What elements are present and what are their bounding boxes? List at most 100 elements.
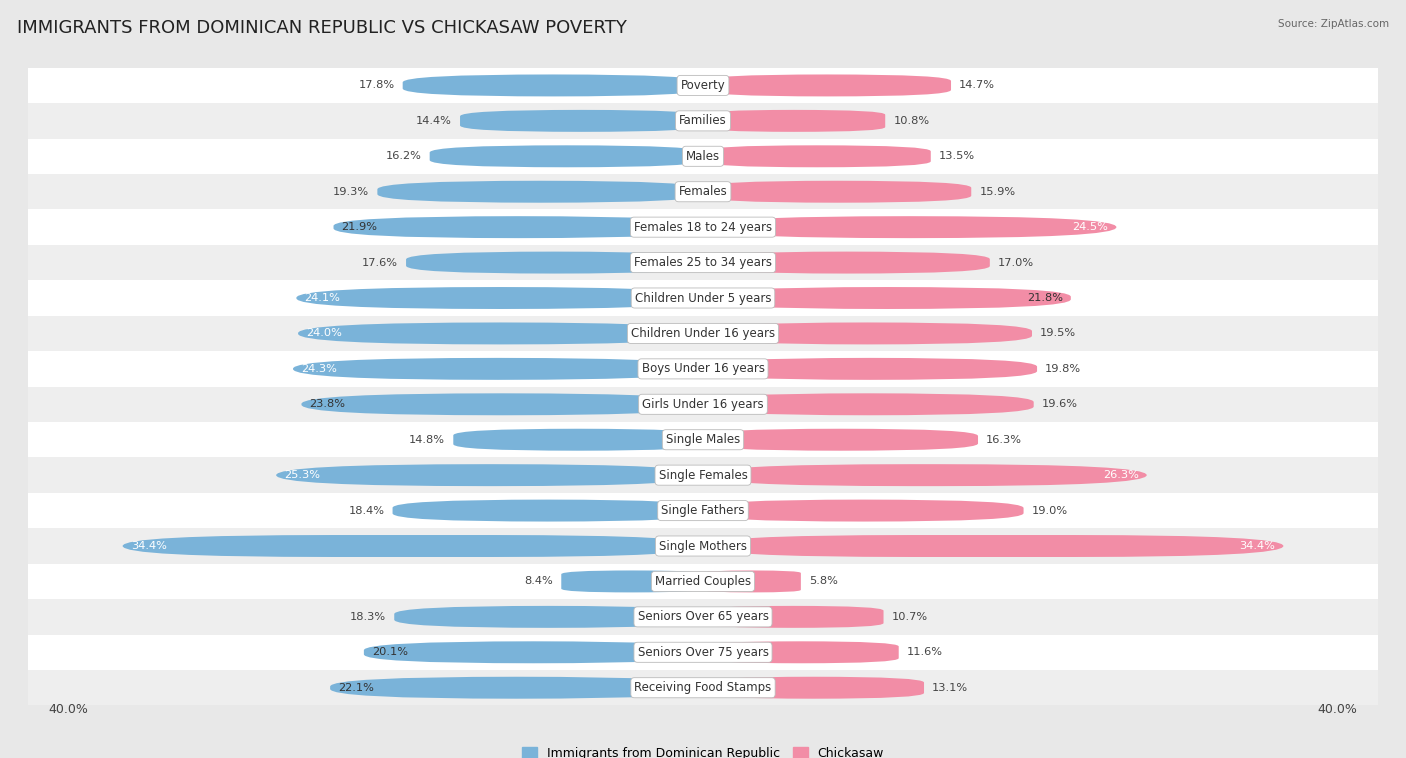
- FancyBboxPatch shape: [703, 571, 801, 593]
- Bar: [28, 670, 1378, 706]
- Text: 13.1%: 13.1%: [932, 683, 969, 693]
- Bar: [28, 493, 1378, 528]
- Text: 26.3%: 26.3%: [1102, 470, 1139, 480]
- FancyBboxPatch shape: [703, 146, 931, 168]
- Text: 16.3%: 16.3%: [986, 435, 1022, 445]
- FancyBboxPatch shape: [377, 180, 703, 202]
- FancyBboxPatch shape: [703, 641, 898, 663]
- Text: Families: Families: [679, 114, 727, 127]
- Text: 14.4%: 14.4%: [416, 116, 451, 126]
- Bar: [28, 316, 1378, 351]
- FancyBboxPatch shape: [276, 464, 703, 486]
- FancyBboxPatch shape: [703, 216, 1116, 238]
- Text: Single Fathers: Single Fathers: [661, 504, 745, 517]
- FancyBboxPatch shape: [297, 287, 703, 309]
- Bar: [28, 67, 1378, 103]
- Text: Females: Females: [679, 185, 727, 199]
- FancyBboxPatch shape: [392, 500, 703, 522]
- Text: 19.3%: 19.3%: [333, 186, 370, 197]
- Text: 18.3%: 18.3%: [350, 612, 387, 622]
- FancyBboxPatch shape: [703, 606, 883, 628]
- FancyBboxPatch shape: [430, 146, 703, 168]
- FancyBboxPatch shape: [333, 216, 703, 238]
- FancyBboxPatch shape: [703, 429, 979, 451]
- Text: 17.6%: 17.6%: [361, 258, 398, 268]
- Text: Males: Males: [686, 150, 720, 163]
- Text: IMMIGRANTS FROM DOMINICAN REPUBLIC VS CHICKASAW POVERTY: IMMIGRANTS FROM DOMINICAN REPUBLIC VS CH…: [17, 19, 627, 37]
- Text: 23.8%: 23.8%: [309, 399, 346, 409]
- Text: 17.8%: 17.8%: [359, 80, 395, 90]
- Bar: [28, 139, 1378, 174]
- Bar: [28, 387, 1378, 422]
- FancyBboxPatch shape: [292, 358, 703, 380]
- Text: Source: ZipAtlas.com: Source: ZipAtlas.com: [1278, 19, 1389, 29]
- Text: 34.4%: 34.4%: [1240, 541, 1275, 551]
- FancyBboxPatch shape: [298, 322, 703, 344]
- Bar: [28, 351, 1378, 387]
- Text: 14.7%: 14.7%: [959, 80, 995, 90]
- Text: 21.9%: 21.9%: [342, 222, 378, 232]
- FancyBboxPatch shape: [460, 110, 703, 132]
- FancyBboxPatch shape: [301, 393, 703, 415]
- Bar: [28, 564, 1378, 599]
- Bar: [28, 422, 1378, 457]
- Bar: [28, 634, 1378, 670]
- FancyBboxPatch shape: [703, 252, 990, 274]
- FancyBboxPatch shape: [703, 464, 1147, 486]
- Text: 10.7%: 10.7%: [891, 612, 928, 622]
- FancyBboxPatch shape: [561, 571, 703, 593]
- Text: Single Females: Single Females: [658, 468, 748, 481]
- Text: 10.8%: 10.8%: [893, 116, 929, 126]
- FancyBboxPatch shape: [453, 429, 703, 451]
- Text: 24.3%: 24.3%: [301, 364, 337, 374]
- Text: Married Couples: Married Couples: [655, 575, 751, 588]
- FancyBboxPatch shape: [703, 677, 924, 699]
- Bar: [28, 245, 1378, 280]
- FancyBboxPatch shape: [703, 358, 1038, 380]
- Text: Single Mothers: Single Mothers: [659, 540, 747, 553]
- FancyBboxPatch shape: [703, 287, 1071, 309]
- Text: 21.8%: 21.8%: [1026, 293, 1063, 303]
- Text: 19.6%: 19.6%: [1042, 399, 1078, 409]
- Text: Receiving Food Stamps: Receiving Food Stamps: [634, 681, 772, 694]
- Text: 40.0%: 40.0%: [48, 703, 89, 716]
- Text: 24.0%: 24.0%: [307, 328, 342, 338]
- FancyBboxPatch shape: [703, 500, 1024, 522]
- Text: 8.4%: 8.4%: [524, 576, 553, 587]
- FancyBboxPatch shape: [364, 641, 703, 663]
- Text: 19.5%: 19.5%: [1040, 328, 1076, 338]
- Text: 14.8%: 14.8%: [409, 435, 446, 445]
- FancyBboxPatch shape: [703, 322, 1032, 344]
- FancyBboxPatch shape: [703, 180, 972, 202]
- Text: Single Males: Single Males: [666, 434, 740, 446]
- FancyBboxPatch shape: [703, 535, 1284, 557]
- Text: 18.4%: 18.4%: [349, 506, 384, 515]
- Text: 16.2%: 16.2%: [385, 152, 422, 161]
- Text: 40.0%: 40.0%: [1317, 703, 1358, 716]
- Bar: [28, 528, 1378, 564]
- Text: Females 18 to 24 years: Females 18 to 24 years: [634, 221, 772, 233]
- Text: 34.4%: 34.4%: [131, 541, 166, 551]
- Bar: [28, 103, 1378, 139]
- Text: Boys Under 16 years: Boys Under 16 years: [641, 362, 765, 375]
- Legend: Immigrants from Dominican Republic, Chickasaw: Immigrants from Dominican Republic, Chic…: [517, 742, 889, 758]
- FancyBboxPatch shape: [330, 677, 703, 699]
- Text: 13.5%: 13.5%: [939, 152, 974, 161]
- Text: 17.0%: 17.0%: [998, 258, 1033, 268]
- Text: 11.6%: 11.6%: [907, 647, 943, 657]
- Text: 19.0%: 19.0%: [1032, 506, 1067, 515]
- FancyBboxPatch shape: [406, 252, 703, 274]
- Text: 24.5%: 24.5%: [1073, 222, 1108, 232]
- FancyBboxPatch shape: [703, 110, 886, 132]
- FancyBboxPatch shape: [402, 74, 703, 96]
- Bar: [28, 209, 1378, 245]
- Text: Girls Under 16 years: Girls Under 16 years: [643, 398, 763, 411]
- Text: 22.1%: 22.1%: [339, 683, 374, 693]
- FancyBboxPatch shape: [703, 393, 1033, 415]
- FancyBboxPatch shape: [122, 535, 703, 557]
- Bar: [28, 174, 1378, 209]
- Text: 20.1%: 20.1%: [373, 647, 408, 657]
- Text: 24.1%: 24.1%: [305, 293, 340, 303]
- Text: 5.8%: 5.8%: [808, 576, 838, 587]
- Text: Poverty: Poverty: [681, 79, 725, 92]
